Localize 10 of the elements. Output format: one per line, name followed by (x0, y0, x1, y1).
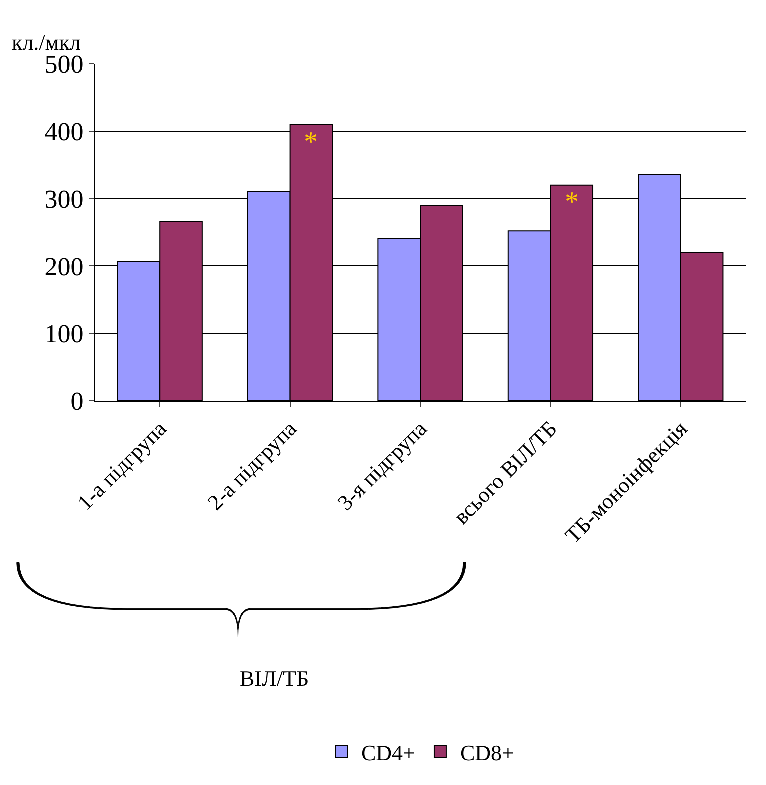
y-tick-label: 0 (70, 387, 84, 416)
annotation: * (565, 187, 579, 218)
y-tick-label: 100 (44, 320, 84, 349)
y-tick-label: 200 (44, 252, 84, 282)
y-tick-label: 300 (44, 184, 84, 214)
legend-label: CD8+ (460, 740, 514, 766)
text: ВІЛ/ТБ (240, 666, 310, 691)
annotation: * (304, 127, 318, 158)
legend-label: CD4+ (362, 740, 416, 766)
y-tick-label: 400 (44, 118, 84, 146)
